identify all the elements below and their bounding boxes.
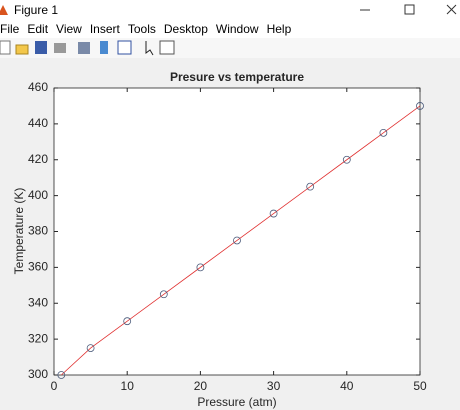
y-tick-label: 400 xyxy=(28,188,48,202)
y-tick-label: 320 xyxy=(28,331,48,345)
menu-item[interactable]: Desktop xyxy=(163,22,208,36)
data-point xyxy=(379,128,388,137)
data-line xyxy=(61,105,421,376)
chart: Presure vs temperature Pressure (atm) Te… xyxy=(0,58,460,410)
menu-item[interactable]: View xyxy=(56,22,82,36)
y-tick-label: 420 xyxy=(28,152,48,166)
y-tick-label: 460 xyxy=(28,80,48,94)
axes-box xyxy=(53,87,421,376)
x-tick-label: 50 xyxy=(413,379,427,393)
toolbar xyxy=(0,38,460,59)
x-tick-label: 0 xyxy=(51,379,58,393)
data-point xyxy=(196,263,205,272)
title-bar: Figure 1 xyxy=(0,0,460,20)
x-tick-label: 10 xyxy=(121,379,135,393)
y-axis-label: Temperature (K) xyxy=(12,188,26,275)
data-point xyxy=(342,155,351,164)
menu-bar: File Edit View Insert Tools Desktop Window Help xyxy=(0,20,460,38)
x-tick-label: 30 xyxy=(267,379,281,393)
data-point xyxy=(57,371,66,379)
menu-item[interactable]: File xyxy=(0,22,20,36)
data-point xyxy=(159,290,168,299)
x-tick-label: 40 xyxy=(340,379,354,393)
y-tick-label: 380 xyxy=(28,224,48,238)
x-axis-label: Pressure (atm) xyxy=(197,395,276,409)
toolbar-icons[interactable] xyxy=(0,38,460,58)
data-point xyxy=(416,102,424,110)
data-point xyxy=(233,236,241,245)
menu-item[interactable]: Insert xyxy=(89,22,120,36)
window-title: Figure 1 xyxy=(14,3,59,17)
menu-item[interactable]: Tools xyxy=(127,22,156,36)
app-icon xyxy=(0,5,8,15)
y-tick-label: 360 xyxy=(28,260,48,274)
y-tick-label: 300 xyxy=(28,367,48,381)
data-point xyxy=(123,317,132,326)
window-controls[interactable] xyxy=(340,1,460,19)
menu-item[interactable]: Help xyxy=(266,22,292,36)
menu-item[interactable]: Edit xyxy=(27,22,49,36)
data-point xyxy=(306,182,315,191)
y-tick-label: 440 xyxy=(28,116,48,130)
menu-item[interactable]: Window xyxy=(215,22,259,36)
chart-title: Presure vs temperature xyxy=(170,70,304,84)
y-tick-label: 340 xyxy=(28,295,48,309)
x-tick-label: 20 xyxy=(194,379,208,393)
data-point xyxy=(269,209,278,218)
data-point xyxy=(86,344,95,352)
